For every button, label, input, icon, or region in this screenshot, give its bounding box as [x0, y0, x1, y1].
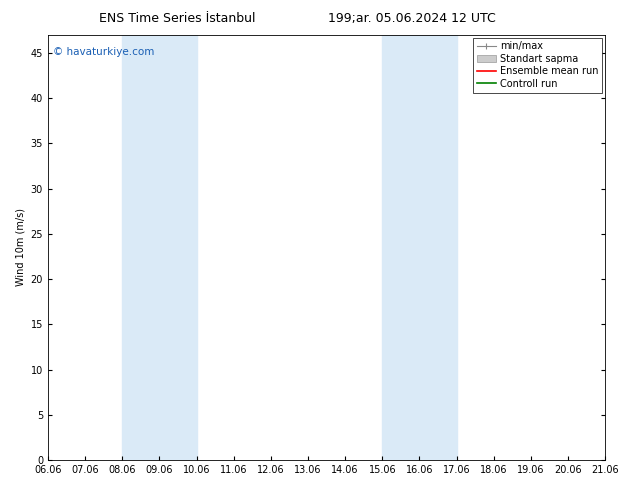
Text: ENS Time Series İstanbul: ENS Time Series İstanbul: [100, 12, 256, 25]
Bar: [122, 35, 197, 460]
Text: © havaturkiye.com: © havaturkiye.com: [53, 48, 155, 57]
Legend: min/max, Standart sapma, Ensemble mean run, Controll run: min/max, Standart sapma, Ensemble mean r…: [473, 38, 602, 93]
Bar: [382, 35, 456, 460]
Text: 199;ar. 05.06.2024 12 UTC: 199;ar. 05.06.2024 12 UTC: [328, 12, 496, 25]
Y-axis label: Wind 10m (m/s): Wind 10m (m/s): [15, 208, 25, 286]
